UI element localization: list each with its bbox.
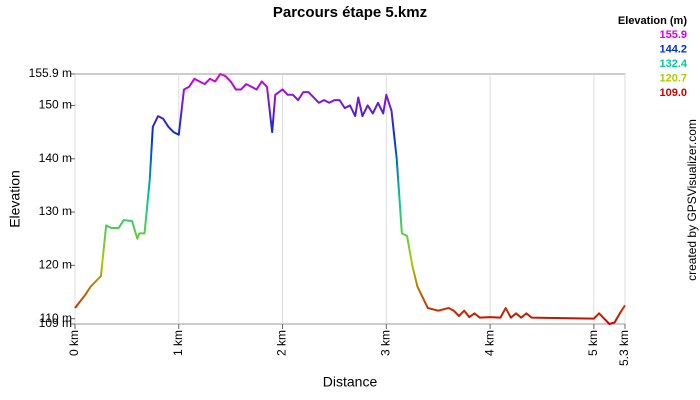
y-tick-label: 155.9 m — [29, 66, 72, 80]
x-tick-label: 3 km — [378, 330, 392, 356]
x-tick-label: 5 km — [586, 330, 600, 356]
legend-value: 120.7 — [659, 72, 687, 84]
plot-frame — [74, 73, 626, 325]
y-tick-label: 140 m — [39, 151, 72, 165]
y-axis-label: Elevation — [7, 170, 23, 228]
x-tick-label: 1 km — [171, 330, 185, 356]
y-tick-label: 130 m — [39, 204, 72, 218]
credit: created by GPSVisualizer.com — [685, 119, 699, 281]
legend-value: 109.0 — [659, 87, 687, 99]
y-tick-label: 120 m — [39, 258, 72, 272]
x-tick-label: 4 km — [482, 330, 496, 356]
y-tick-label: 150 m — [39, 98, 72, 112]
legend-value: 155.9 — [659, 29, 687, 41]
elevation-line — [74, 73, 626, 325]
x-tick-label: 2 km — [275, 330, 289, 356]
y-tick-label: 109 m — [39, 316, 72, 330]
x-tick-label: 0 km — [67, 330, 81, 356]
legend-value: 132.4 — [659, 58, 687, 70]
legend-title: Elevation (m) — [618, 15, 687, 27]
x-axis-label: Distance — [323, 374, 378, 390]
y-tick-label: 110 m — [40, 311, 72, 325]
legend-value: 144.2 — [659, 43, 687, 55]
x-tick-label: 5.3 km — [617, 330, 631, 366]
chart-title: Parcours étape 5.kmz — [273, 4, 427, 21]
